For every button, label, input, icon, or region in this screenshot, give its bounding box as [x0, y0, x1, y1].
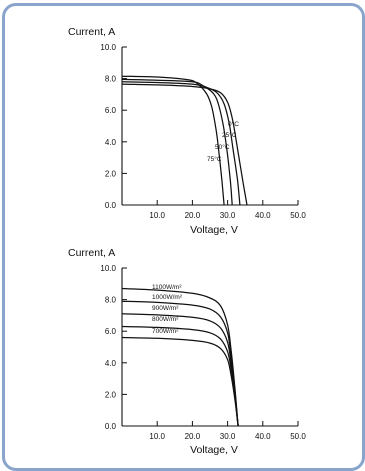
- y-tick-label: 4.0: [105, 359, 117, 368]
- series-line: [121, 75, 225, 206]
- x-tick-label: 50.0: [290, 211, 306, 220]
- series-label: 900W/m²: [152, 305, 179, 312]
- series-line: [121, 287, 239, 427]
- y-tick-label: 4.0: [105, 138, 117, 147]
- y-tick-label: 6.0: [105, 327, 117, 336]
- chart-2: 0.0 2.0 4.0 6.0 8.0 10.0 10.0 20.0 30.0 40.0 50.0 C…: [68, 247, 306, 456]
- series-label: 75°C: [207, 155, 222, 163]
- x-tick-label: 40.0: [255, 432, 271, 441]
- series-line: [121, 336, 239, 427]
- series-label: 800W/m²: [152, 316, 179, 323]
- y-tick-label: 8.0: [105, 75, 117, 84]
- y-tick-label: 0.0: [105, 422, 117, 431]
- series-line: [121, 83, 248, 206]
- series-label: 700W/m²: [152, 328, 179, 335]
- y-tick-label: 8.0: [105, 296, 117, 305]
- series-line: [121, 313, 239, 427]
- series-line: [121, 300, 239, 427]
- y-tick-label: 6.0: [105, 106, 117, 115]
- x-axis-title: Voltage, V: [190, 444, 238, 456]
- series-line: [121, 78, 233, 206]
- x-tick-label: 50.0: [290, 432, 306, 441]
- y-tick-label: 2.0: [105, 390, 117, 399]
- y-axis-title: Current, A: [68, 247, 115, 259]
- x-tick-label: 10.0: [149, 432, 165, 441]
- x-axis-title: Voltage, V: [190, 224, 238, 236]
- x-tick-label: 20.0: [185, 432, 201, 441]
- y-tick-label: 10.0: [100, 43, 116, 52]
- chart-1: 0.0 2.0 4.0 6.0 8.0 10.0 10.0 20.0 30.0 40.0 50.0 C…: [68, 26, 306, 236]
- x-tick-label: 40.0: [255, 211, 271, 220]
- series-line: [121, 81, 241, 206]
- series-label: 25°C: [222, 131, 237, 139]
- y-tick-label: 2.0: [105, 169, 117, 178]
- series-label: 1000W/m²: [152, 294, 183, 301]
- series-label: 50°C: [215, 143, 230, 151]
- x-tick-label: 10.0: [149, 211, 165, 220]
- series-label: 1100W/m²: [152, 284, 182, 291]
- y-tick-label: 0.0: [105, 201, 117, 210]
- y-tick-label: 10.0: [100, 264, 116, 273]
- series-label: 0°C: [228, 120, 239, 128]
- x-tick-label: 20.0: [185, 211, 201, 220]
- x-tick-label: 30.0: [220, 211, 236, 220]
- y-axis-title: Current, A: [68, 26, 115, 38]
- series-line: [121, 325, 239, 427]
- x-tick-label: 30.0: [220, 432, 236, 441]
